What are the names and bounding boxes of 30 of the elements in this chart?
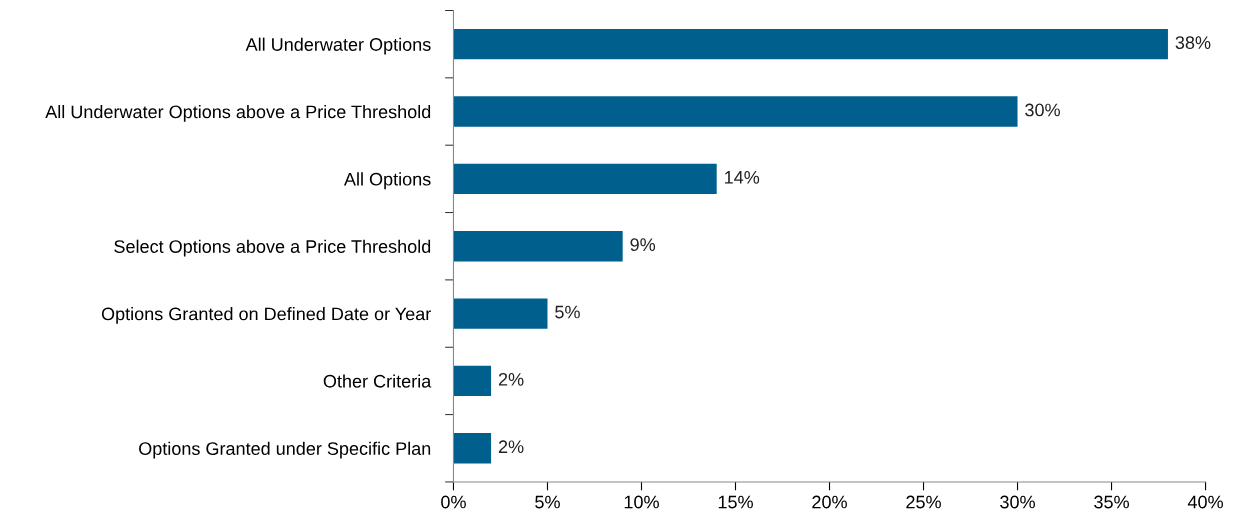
bar bbox=[453, 433, 492, 464]
data-label: 14% bbox=[725, 171, 760, 184]
x-tick-label: 15% bbox=[718, 495, 753, 509]
x-tick-label: 35% bbox=[1094, 495, 1129, 509]
data-label: 9% bbox=[630, 238, 656, 252]
data-label: 30% bbox=[1025, 103, 1060, 117]
data-label: 2% bbox=[498, 372, 524, 386]
x-tick-label: 25% bbox=[906, 495, 941, 509]
x-tick-label: 20% bbox=[812, 495, 847, 509]
bar bbox=[453, 29, 1168, 60]
y-tick-label: All Underwater Options above a Price Threshold bbox=[45, 104, 431, 122]
bar bbox=[453, 163, 717, 195]
data-label: 38% bbox=[1175, 36, 1211, 50]
y-tick-label: Options Granted under Specific Plan bbox=[139, 441, 431, 459]
y-tick-label: All Underwater Options bbox=[245, 37, 431, 55]
bar bbox=[453, 231, 623, 262]
x-tick-label: 0% bbox=[441, 495, 466, 509]
bar bbox=[453, 96, 1018, 127]
y-tick-label: Options Granted on Defined Date or Year bbox=[101, 307, 431, 324]
y-tick-label: Other Criteria bbox=[323, 374, 432, 388]
bar bbox=[453, 298, 548, 329]
x-tick-label: 30% bbox=[1000, 495, 1035, 509]
y-tick-label: All Options bbox=[343, 172, 431, 190]
x-tick-label: 40% bbox=[1187, 495, 1223, 509]
data-label: 2% bbox=[498, 440, 524, 454]
x-tick-label: 5% bbox=[535, 495, 560, 509]
bar bbox=[453, 365, 492, 397]
y-tick-label: Select Options above a Price Threshold bbox=[114, 239, 431, 257]
x-tick-label: 10% bbox=[624, 495, 659, 509]
data-label: 5% bbox=[555, 305, 580, 319]
